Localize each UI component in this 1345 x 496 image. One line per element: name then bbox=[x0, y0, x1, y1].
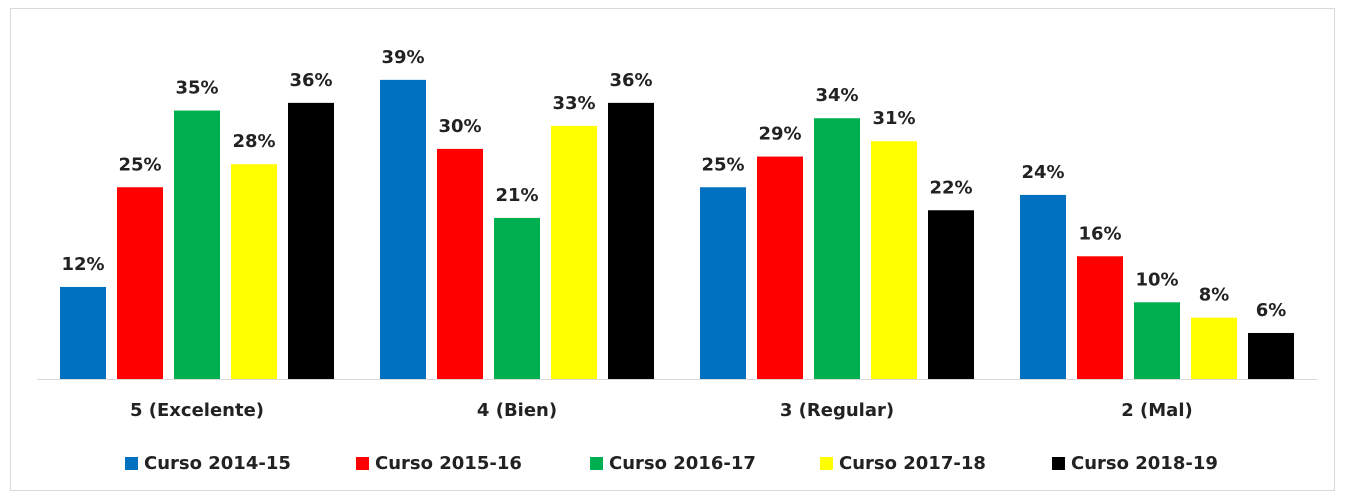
legend-label: Curso 2016-17 bbox=[609, 453, 756, 474]
bar bbox=[814, 118, 860, 379]
legend-swatch bbox=[820, 457, 833, 470]
bar bbox=[174, 110, 220, 380]
bar bbox=[1134, 302, 1180, 379]
bar bbox=[871, 141, 917, 379]
bar bbox=[928, 210, 974, 379]
bar bbox=[60, 286, 106, 379]
data-label: 34% bbox=[815, 85, 858, 106]
data-label: 21% bbox=[495, 185, 538, 206]
data-label: 31% bbox=[872, 108, 915, 129]
data-label: 22% bbox=[929, 177, 972, 198]
data-label: 6% bbox=[1256, 300, 1287, 321]
bar bbox=[380, 79, 426, 380]
legend-label: Curso 2017-18 bbox=[839, 453, 986, 474]
data-label: 39% bbox=[381, 47, 424, 68]
bar bbox=[551, 125, 597, 379]
bar bbox=[757, 156, 803, 379]
data-label: 36% bbox=[609, 70, 652, 91]
legend-label: Curso 2018-19 bbox=[1071, 453, 1218, 474]
x-tick-label: 3 (Regular) bbox=[780, 400, 894, 421]
legend-swatch bbox=[356, 457, 369, 470]
bar bbox=[231, 164, 277, 379]
data-label: 36% bbox=[289, 70, 332, 91]
data-label: 25% bbox=[701, 154, 744, 175]
data-label: 33% bbox=[552, 93, 595, 114]
legend-swatch bbox=[590, 457, 603, 470]
data-label: 30% bbox=[438, 116, 481, 137]
data-label: 10% bbox=[1135, 269, 1178, 290]
data-label: 12% bbox=[61, 254, 104, 275]
bar bbox=[1191, 317, 1237, 379]
data-label: 8% bbox=[1199, 285, 1230, 306]
legend-label: Curso 2015-16 bbox=[375, 453, 522, 474]
data-label: 25% bbox=[118, 154, 161, 175]
x-tick-label: 2 (Mal) bbox=[1121, 400, 1192, 421]
bar bbox=[117, 187, 163, 379]
data-label: 35% bbox=[175, 78, 218, 99]
data-label: 29% bbox=[758, 124, 801, 145]
chart-border bbox=[10, 8, 1335, 491]
legend-label: Curso 2014-15 bbox=[144, 453, 291, 474]
bar bbox=[494, 217, 540, 379]
bar bbox=[1248, 332, 1294, 379]
data-label: 28% bbox=[232, 131, 275, 152]
x-tick-label: 4 (Bien) bbox=[477, 400, 557, 421]
bar bbox=[1077, 256, 1123, 379]
bar bbox=[288, 102, 334, 379]
legend-swatch bbox=[125, 457, 138, 470]
legend-swatch bbox=[1052, 457, 1065, 470]
data-label: 16% bbox=[1078, 223, 1121, 244]
bar bbox=[437, 148, 483, 379]
data-label: 24% bbox=[1021, 162, 1064, 183]
x-tick-label: 5 (Excelente) bbox=[130, 400, 264, 421]
bar bbox=[608, 102, 654, 379]
bar bbox=[700, 187, 746, 379]
bar bbox=[1020, 194, 1066, 379]
